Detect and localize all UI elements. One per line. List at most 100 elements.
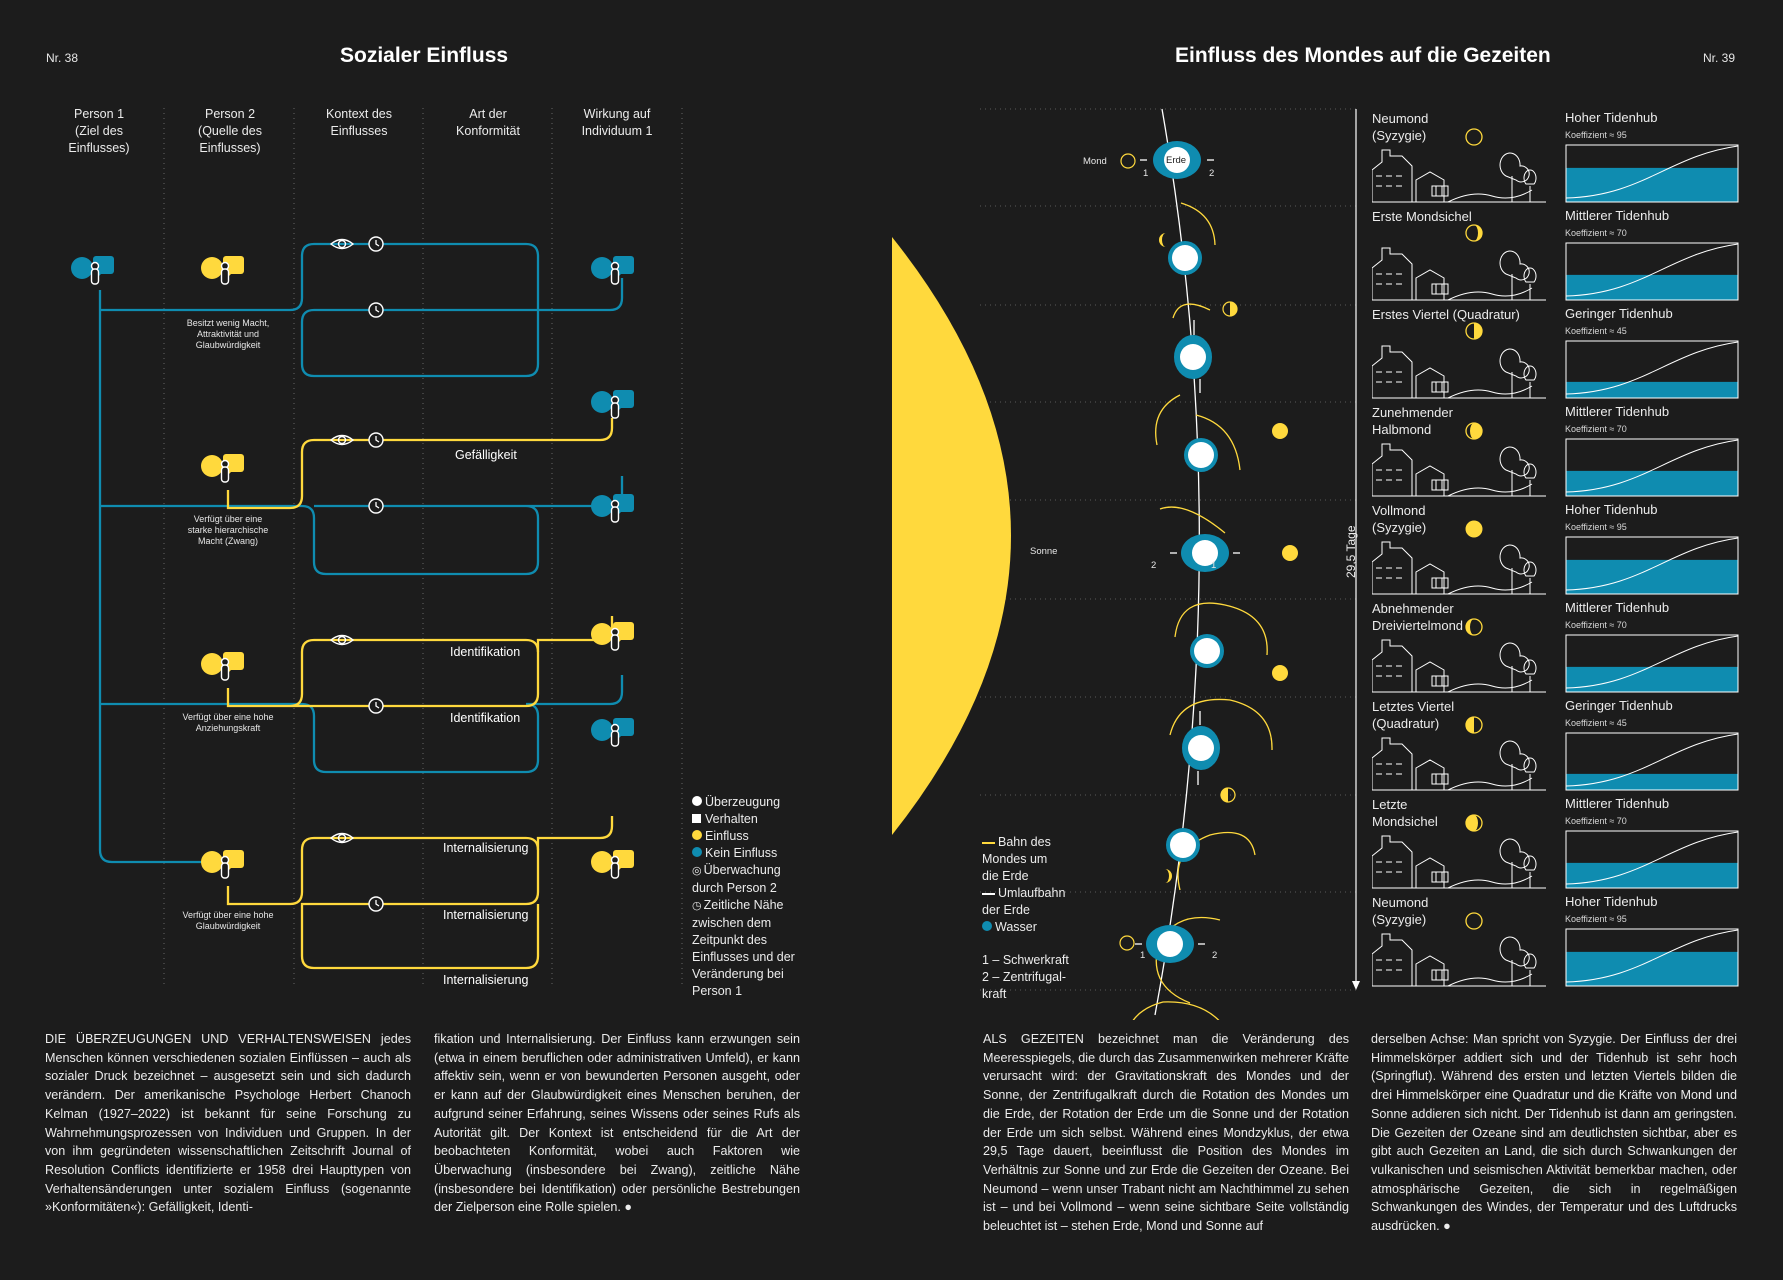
legend-item: Bahn des Mondes um die Erde	[982, 835, 1051, 883]
tide-coefficient-label: Koeffizient ≈ 70	[1565, 424, 1627, 434]
landscape-sketch	[1372, 345, 1546, 399]
tide-range-label: Geringer Tidenhub	[1565, 698, 1673, 713]
tide-coefficient-label: Koeffizient ≈ 95	[1565, 130, 1627, 140]
left-page-number: Nr. 38	[46, 51, 79, 65]
tide-curve	[1565, 733, 1739, 791]
conformity-label: Internalisierung	[443, 973, 529, 987]
moon-label: Mond	[1083, 156, 1107, 167]
person-2-node	[200, 651, 245, 681]
tide-frame	[1565, 536, 1739, 595]
moon-phase-icon	[1465, 322, 1483, 340]
clock-icon	[368, 498, 384, 514]
landscape-sketch	[1372, 541, 1546, 595]
column-header-context: Kontext des Einflusses	[325, 107, 392, 138]
conformity-label: Identifikation	[450, 645, 521, 659]
moon-orbits	[1132, 202, 1273, 1020]
tide-chart	[1565, 928, 1739, 987]
tide-coefficient-label: Koeffizient ≈ 70	[1565, 620, 1627, 630]
landscape-sketch	[1372, 443, 1546, 497]
phase-name: Erstes Viertel (Quadratur)	[1372, 307, 1520, 322]
tide-chart	[1565, 830, 1739, 889]
moon-positions	[1119, 153, 1298, 951]
moon-orbit-icon	[982, 841, 995, 844]
tide-coefficient-label: Koeffizient ≈ 70	[1565, 228, 1627, 238]
tide-curve	[1565, 635, 1739, 693]
tide-curve	[1565, 831, 1739, 889]
force-arrows	[1135, 159, 1240, 945]
water-fill	[1566, 666, 1738, 692]
row-label: Besitzt wenig Macht, Attraktivität und G…	[186, 318, 270, 350]
phase-name: Neumond (Syzygie)	[1372, 111, 1429, 143]
landscape-sketch	[1372, 149, 1546, 203]
tide-range-label: Mittlerer Tidenhub	[1565, 600, 1670, 615]
tide-range-label: Hoher Tidenhub	[1565, 502, 1658, 517]
effect-node	[590, 493, 635, 523]
column-header-conformity: Art der Konformität	[456, 107, 520, 138]
tide-range-label: Mittlerer Tidenhub	[1565, 796, 1670, 811]
left-body-column-1: DIE ÜBERZEUGUNGEN UND VERHALTENSWEISEN j…	[45, 1032, 411, 1215]
legend-item: Umlaufbahn der Erde	[982, 886, 1066, 917]
water-fill	[1566, 274, 1738, 300]
force-1-label: 1	[1143, 168, 1149, 179]
clock-icon	[368, 302, 384, 318]
tide-coefficient-label: Koeffizient ≈ 45	[1565, 718, 1627, 728]
water-fill	[1566, 951, 1738, 986]
tide-frame	[1565, 928, 1739, 987]
column-header-person-1: Person 1 (Ziel des Einflusses)	[68, 107, 130, 155]
person-1-node	[70, 255, 115, 285]
tide-frame	[1565, 634, 1739, 693]
tide-curve	[1565, 929, 1739, 987]
moon-phase-icon	[1465, 618, 1483, 636]
tide-chart	[1565, 536, 1739, 595]
right-body-column-2: derselben Achse: Man spricht von Syzygie…	[1371, 1032, 1737, 1234]
forces-legend: 1 – Schwerkraft 2 – Zentrifugal- kraft	[982, 953, 1069, 1001]
legend-item: ◷ Zeitliche Nähe zwischen dem Zeitpunkt d…	[692, 898, 795, 998]
moon-orbit-diagram	[892, 108, 1360, 1020]
tide-curve	[1565, 243, 1739, 301]
sun-label: Sonne	[1030, 546, 1058, 557]
days-label: 29,5 Tage	[1344, 525, 1358, 579]
conformity-label: Gefälligkeit	[455, 448, 517, 462]
tide-chart	[1565, 242, 1739, 301]
clock-icon	[368, 896, 384, 912]
water-fill	[1566, 559, 1738, 594]
tide-range-label: Mittlerer Tidenhub	[1565, 404, 1670, 419]
tide-coefficient-label: Koeffizient ≈ 45	[1565, 326, 1627, 336]
landscape-sketch	[1372, 933, 1546, 987]
legend-item: Überzeugung	[692, 794, 810, 811]
water-icon	[982, 921, 992, 931]
person-2-node	[200, 849, 245, 879]
conformity-label: Internalisierung	[443, 908, 529, 922]
tide-chart	[1565, 732, 1739, 791]
right-page-title: Einfluss des Mondes auf die Gezeiten	[1175, 44, 1551, 67]
left-legend: Überzeugung Verhalten Einfluss Kein Einf…	[692, 794, 810, 1000]
right-body-column-1: ALS GEZEITEN bezeichnet man die Veränder…	[983, 1032, 1349, 1234]
row-label: Verfügt über eine starke hierarchische M…	[187, 514, 269, 546]
water-fill	[1566, 773, 1738, 790]
tide-range-label: Hoher Tidenhub	[1565, 894, 1658, 909]
effect-node	[590, 849, 635, 879]
earth-positions	[1146, 141, 1229, 963]
effect-node	[590, 717, 635, 747]
influence-icon	[692, 830, 702, 840]
yellow-influence-paths	[226, 418, 614, 970]
phase-name: Neumond (Syzygie)	[1372, 895, 1429, 927]
left-page-title: Sozialer Einfluss	[340, 44, 509, 67]
earth-orbit-icon	[982, 892, 995, 895]
force-2-label: 2	[1212, 950, 1218, 961]
sun	[892, 237, 1011, 835]
right-page-number: Nr. 39	[1703, 51, 1736, 65]
tide-coefficient-label: Koeffizient ≈ 95	[1565, 914, 1627, 924]
landscape-sketch	[1372, 247, 1546, 301]
moon-phase-icon	[1465, 422, 1483, 440]
belief-icon	[692, 796, 702, 806]
tide-frame	[1565, 144, 1739, 203]
column-header-effect: Wirkung auf Individuum 1	[581, 107, 653, 138]
phase-name: Zunehmender Halbmond	[1372, 405, 1453, 437]
legend-item: Einfluss	[692, 828, 810, 845]
tide-frame	[1565, 242, 1739, 301]
conformity-label: Internalisierung	[443, 841, 529, 855]
column-header-person-2: Person 2 (Quelle des Einflusses)	[198, 107, 262, 155]
water-fill	[1566, 862, 1738, 888]
person-2-node	[200, 453, 245, 483]
